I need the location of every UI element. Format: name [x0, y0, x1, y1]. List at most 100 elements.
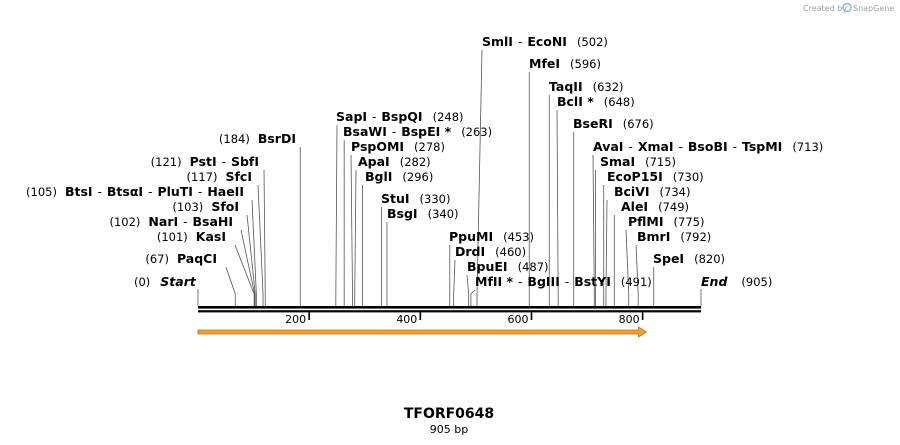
enzyme-mfii: MfII *	[475, 274, 514, 289]
enzyme-smai: SmaI	[600, 154, 635, 169]
site-label-sfoi[interactable]: (103) SfoI	[172, 199, 239, 214]
site-separator: -	[183, 215, 187, 229]
snapgene-logo-icon	[842, 2, 852, 13]
site-separator: -	[222, 155, 226, 169]
credit-brand: SnapGene	[853, 4, 894, 13]
enzyme-psti: PstI	[190, 154, 217, 169]
site-label-ecop15i[interactable]: EcoP15I (730)	[607, 169, 704, 184]
site-leader-648	[556, 109, 559, 306]
site-label-stui[interactable]: StuI (330)	[381, 191, 450, 206]
site-label-smli[interactable]: SmlI - EcoNI (502)	[482, 34, 608, 49]
site-label-mfii[interactable]: MfII * - BgIII - BstYI (491)	[475, 274, 652, 289]
site-label-sapi[interactable]: SapI - BspQI (248)	[336, 109, 464, 124]
snapgene-credit: Created by SnapGene	[803, 2, 894, 13]
site-label-ppumi[interactable]: PpuMI (453)	[449, 229, 534, 244]
site-leader-713	[592, 154, 595, 306]
enzyme-bsobi: BsoBI	[688, 139, 728, 154]
site-separator: -	[198, 185, 202, 199]
site-position: (715)	[645, 155, 676, 169]
site-position: (676)	[623, 117, 654, 131]
orf-feature-arrow[interactable]	[197, 326, 648, 338]
backbone-strand-top	[198, 306, 701, 309]
site-leader-460	[453, 259, 456, 306]
site-label-bmri[interactable]: BmrI (792)	[637, 229, 711, 244]
site-position: (263)	[461, 125, 492, 139]
site-label-bpuei[interactable]: BpuEI (487)	[467, 259, 549, 274]
site-label-mfei[interactable]: MfeI (596)	[529, 56, 601, 71]
sequence-name: TFORF0648	[404, 406, 494, 422]
site-position: (296)	[402, 170, 433, 184]
enzyme-sapi: SapI	[336, 109, 367, 124]
ruler-tick-label-600: 600	[507, 313, 528, 326]
site-label-bsrdi[interactable]: (184) BsrDI	[219, 131, 296, 146]
ruler-tick-label-800: 800	[619, 313, 640, 326]
enzyme-drdi: DrdI	[455, 244, 485, 259]
site-label-alei[interactable]: AleI (749)	[621, 199, 689, 214]
site-label-bgli[interactable]: BglI (296)	[365, 169, 433, 184]
enzyme-bmri: BmrI	[637, 229, 670, 244]
site-leader-278	[350, 154, 353, 306]
ruler-tick-label-400: 400	[396, 313, 417, 326]
enzyme-sfci: SfcI	[225, 169, 252, 184]
site-position: (713)	[792, 140, 823, 154]
site-position: (102)	[109, 215, 140, 229]
feature-track	[197, 326, 648, 338]
sequence-backbone	[198, 306, 701, 313]
site-leader-67	[225, 266, 236, 306]
enzyme-bsgi: BsgI	[387, 206, 418, 221]
enzyme-bspqi: BspQI	[381, 109, 422, 124]
site-label-smai[interactable]: SmaI (715)	[600, 154, 676, 169]
site-leader-282	[354, 169, 357, 306]
site-position: (820)	[694, 252, 725, 266]
enzyme-haeii: HaeII	[207, 184, 244, 199]
enzyme-bcivi: BciVI	[614, 184, 650, 199]
site-label-bsgi[interactable]: BsgI (340)	[387, 206, 459, 221]
enzyme-mfei: MfeI	[529, 56, 560, 71]
enzyme-bsahi: BsaHI	[192, 214, 233, 229]
site-separator: -	[148, 185, 152, 199]
site-position: (487)	[518, 260, 549, 274]
site-position: (648)	[604, 95, 635, 109]
site-position: (502)	[577, 35, 608, 49]
enzyme-bcli: BclI *	[557, 94, 594, 109]
site-position: (117)	[187, 170, 218, 184]
site-leader-775	[625, 229, 630, 306]
site-position: (749)	[658, 200, 689, 214]
site-label-taqii[interactable]: TaqII (632)	[549, 79, 624, 94]
site-label-psti[interactable]: (121) PstI - SbfI	[151, 154, 259, 169]
enzyme-bseri: BseRI	[573, 116, 613, 131]
site-label-spei[interactable]: SpeI (820)	[653, 251, 725, 266]
site-label-bcivi[interactable]: BciVI (734)	[614, 184, 690, 199]
site-separator: -	[392, 125, 396, 139]
site-label-kasi[interactable]: (101) KasI	[157, 229, 226, 244]
site-leader-792	[635, 244, 639, 306]
site-label-bseri[interactable]: BseRI (676)	[573, 116, 654, 131]
enzyme-sfoi: SfoI	[211, 199, 239, 214]
site-label-apai[interactable]: ApaI (282)	[358, 154, 431, 169]
enzyme-ecop15i: EcoP15I	[607, 169, 663, 184]
site-label-bsawi[interactable]: BsaWI - BspEI * (263)	[343, 124, 492, 139]
site-label-drdi[interactable]: DrdI (460)	[455, 244, 526, 259]
enzyme-taqii: TaqII	[549, 79, 583, 94]
site-label-nari[interactable]: (102) NarI - BsaHI	[109, 214, 233, 229]
site-label-pspomi[interactable]: PspOMI (278)	[351, 139, 445, 154]
site-labels: (0) Start End (905) (67) PaqCI (101) KasI (102) N…	[26, 34, 823, 289]
enzyme-xmai: XmaI	[638, 139, 674, 154]
site-label-sfci[interactable]: (117) SfcI	[187, 169, 252, 184]
enzyme-tspmi: TspMI	[742, 139, 782, 154]
site-position: (792)	[680, 230, 711, 244]
site-leaders	[197, 49, 702, 306]
site-leader-491	[470, 289, 476, 306]
site-label-avai[interactable]: AvaI - XmaI - BsoBI - TspMI (713)	[593, 139, 823, 154]
enzyme-bsawi: BsaWI	[343, 124, 387, 139]
site-position: (278)	[414, 140, 445, 154]
credit-prefix: Created by	[803, 4, 847, 13]
site-label-btsi[interactable]: (105) BtsI - BtsαI - PluTI - HaeII	[26, 184, 244, 199]
site-position: (775)	[674, 215, 705, 229]
backbone-strand-bottom	[198, 310, 701, 313]
site-label-paqci[interactable]: (67) PaqCI	[145, 251, 217, 266]
site-label-bcli[interactable]: BclI * (648)	[557, 94, 635, 109]
site-label-pflmi[interactable]: PflMI (775)	[628, 214, 704, 229]
